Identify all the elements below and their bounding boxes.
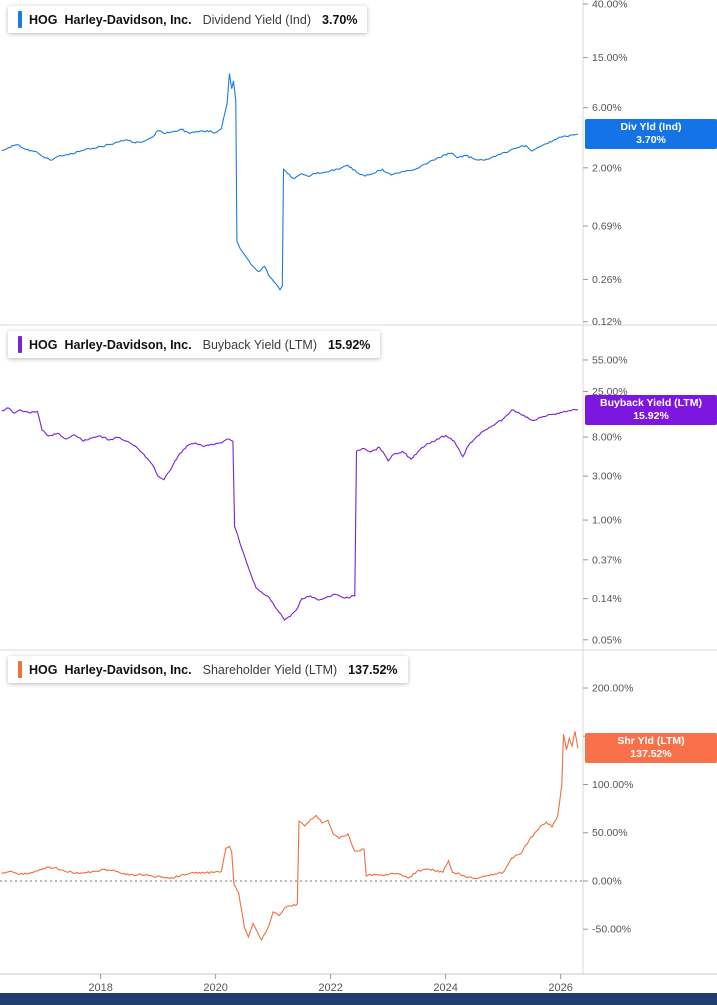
- legend-ticker: HOG: [29, 337, 58, 352]
- y-tick-label: 2.00%: [592, 162, 622, 174]
- y-tick-label: 0.14%: [592, 593, 622, 605]
- last-value-badge-shareholder-yield[interactable]: Shr Yld (LTM) 137.52%: [585, 733, 717, 764]
- y-tick-label: 0.12%: [592, 316, 622, 328]
- legend-ticker: HOG: [29, 12, 58, 27]
- badge-value: 137.52%: [630, 748, 672, 761]
- y-tick-label: 55.00%: [592, 354, 628, 366]
- legend-buyback-yield[interactable]: HOG Harley-Davidson, Inc. Buyback Yield …: [8, 331, 381, 358]
- legend-metric: Dividend Yield (Ind): [202, 12, 312, 27]
- y-tick-label: 0.05%: [592, 634, 622, 646]
- last-value-badge-buyback-yield[interactable]: Buyback Yield (LTM) 15.92%: [585, 394, 717, 425]
- y-tick-label: 100.00%: [592, 779, 633, 791]
- badge-metric: Div Yld (Ind): [620, 121, 682, 134]
- badge-value: 15.92%: [633, 409, 669, 422]
- legend-metric: Buyback Yield (LTM): [202, 337, 318, 352]
- legend-ticker: HOG: [29, 662, 58, 677]
- y-tick-label: -50.00%: [592, 924, 631, 936]
- legend-dividend-yield[interactable]: HOG Harley-Davidson, Inc. Dividend Yield…: [8, 6, 368, 33]
- y-tick-label: 3.00%: [592, 471, 622, 483]
- legend-value: 137.52%: [348, 662, 398, 677]
- legend-company: Harley-Davidson, Inc.: [64, 12, 192, 27]
- y-tick-label: 40.00%: [592, 0, 628, 10]
- legend-shareholder-yield[interactable]: HOG Harley-Davidson, Inc. Shareholder Yi…: [8, 656, 408, 683]
- timeline-scrollbar[interactable]: [0, 993, 717, 1005]
- x-tick-label: 2022: [318, 982, 342, 994]
- y-tick-label: 200.00%: [592, 683, 633, 695]
- legend-value: 15.92%: [328, 337, 371, 352]
- y-tick-label: 0.37%: [592, 554, 622, 566]
- badge-metric: Buyback Yield (LTM): [600, 396, 702, 409]
- y-tick-label: 1.00%: [592, 515, 622, 527]
- x-tick-label: 2026: [548, 982, 572, 994]
- x-tick-label: 2018: [88, 982, 112, 994]
- y-tick-label: 15.00%: [592, 52, 628, 64]
- x-tick-label: 2020: [203, 982, 227, 994]
- y-tick-label: 8.00%: [592, 432, 622, 444]
- y-tick-label: 6.00%: [592, 102, 622, 114]
- legend-value: 3.70%: [322, 12, 358, 27]
- last-value-badge-dividend-yield[interactable]: Div Yld (Ind) 3.70%: [585, 119, 717, 150]
- badge-value: 3.70%: [636, 134, 666, 147]
- legend-color-bar: [18, 661, 22, 678]
- badge-metric: Shr Yld (LTM): [617, 735, 685, 748]
- y-tick-label: 0.69%: [592, 221, 622, 233]
- series-line-2: [1, 731, 579, 941]
- legend-color-bar: [18, 11, 22, 28]
- y-tick-label: 0.00%: [592, 875, 622, 887]
- legend-company: Harley-Davidson, Inc.: [64, 662, 192, 677]
- x-tick-label: 2024: [433, 982, 457, 994]
- legend-color-bar: [18, 336, 22, 353]
- y-tick-label: 50.00%: [592, 827, 628, 839]
- series-line-1: [1, 407, 579, 621]
- y-tick-label: 0.26%: [592, 274, 622, 286]
- legend-metric: Shareholder Yield (LTM): [202, 662, 338, 677]
- legend-company: Harley-Davidson, Inc.: [64, 337, 192, 352]
- series-line-0: [1, 73, 578, 291]
